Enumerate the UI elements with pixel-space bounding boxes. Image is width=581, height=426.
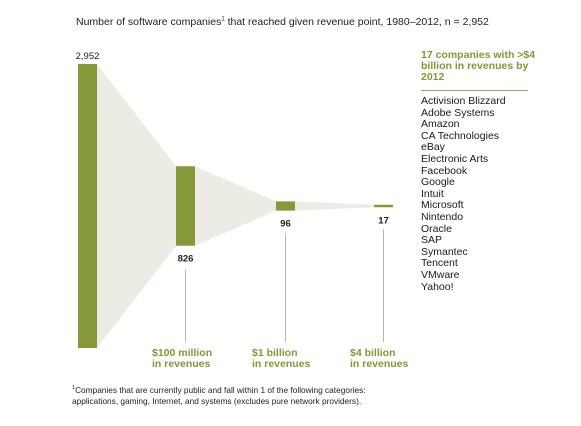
category-label: $1 billion in revenues bbox=[252, 347, 311, 370]
company-item: Oracle bbox=[421, 222, 452, 235]
bar bbox=[374, 204, 393, 208]
funnel-band bbox=[97, 64, 176, 348]
company-item: Google bbox=[421, 176, 455, 189]
footnote-text-1: Companies that are currently public and … bbox=[75, 384, 366, 395]
category-label-line: in revenues bbox=[252, 358, 311, 370]
data-label: 2,952 bbox=[76, 51, 100, 62]
company-item: Amazon bbox=[421, 118, 460, 131]
company-item: Facebook bbox=[421, 164, 468, 177]
company-item: Activision Blizzard bbox=[421, 95, 506, 107]
company-item: eBay bbox=[421, 141, 445, 154]
company-item: Adobe Systems bbox=[421, 106, 495, 119]
company-item: VMware bbox=[421, 268, 460, 281]
chart-title: Number of software companies1 that reach… bbox=[76, 16, 489, 28]
company-item: SAP bbox=[421, 234, 443, 247]
company-sidebar: 17 companies with >$4 billion in revenue… bbox=[421, 50, 551, 293]
bar bbox=[78, 64, 97, 348]
title-footnote-marker: 1 bbox=[221, 16, 225, 23]
company-list: Activision Blizzard Adobe Systems Amazon CA… bbox=[421, 95, 551, 293]
category-label-line: in revenues bbox=[350, 358, 409, 370]
bar bbox=[176, 166, 195, 246]
data-label: 17 bbox=[378, 215, 389, 226]
title-text: Number of software companies bbox=[76, 16, 222, 28]
footnote-marker: 1 bbox=[72, 385, 76, 391]
data-label: 826 bbox=[178, 254, 194, 265]
category-label-line: in revenues bbox=[152, 358, 211, 370]
funnel-band bbox=[195, 166, 276, 246]
company-item: Yahoo! bbox=[421, 280, 454, 293]
bar bbox=[276, 201, 295, 211]
category-label-line: $100 million bbox=[152, 347, 212, 359]
company-item: Electronic Arts bbox=[421, 152, 489, 165]
company-item: Intuit bbox=[421, 187, 444, 200]
category-label-line: $4 billion bbox=[350, 347, 396, 359]
company-item: CA Technologies bbox=[421, 129, 500, 142]
footnote-line-1: 1Companies that are currently public and… bbox=[72, 383, 542, 396]
funnel-band bbox=[295, 201, 374, 211]
title-text-rest: that reached given revenue point, 1980–2… bbox=[224, 16, 489, 28]
category-label: $4 billion in revenues bbox=[350, 347, 409, 370]
sidebar-heading: 17 companies with >$4 billion in revenue… bbox=[421, 49, 536, 83]
footnote-line-2: applications, gaming, Internet, and syst… bbox=[72, 395, 362, 406]
company-item: Microsoft bbox=[421, 199, 464, 212]
category-label-line: $1 billion bbox=[252, 347, 298, 359]
footnote: 1Companies that are currently public and… bbox=[72, 383, 542, 407]
company-item: Tencent bbox=[421, 257, 458, 270]
sidebar-divider bbox=[421, 90, 528, 91]
category-label: $100 million in revenues bbox=[152, 347, 212, 370]
company-item: Nintendo bbox=[421, 210, 464, 223]
data-label: 96 bbox=[280, 219, 291, 230]
company-item: Symantec bbox=[421, 245, 468, 258]
